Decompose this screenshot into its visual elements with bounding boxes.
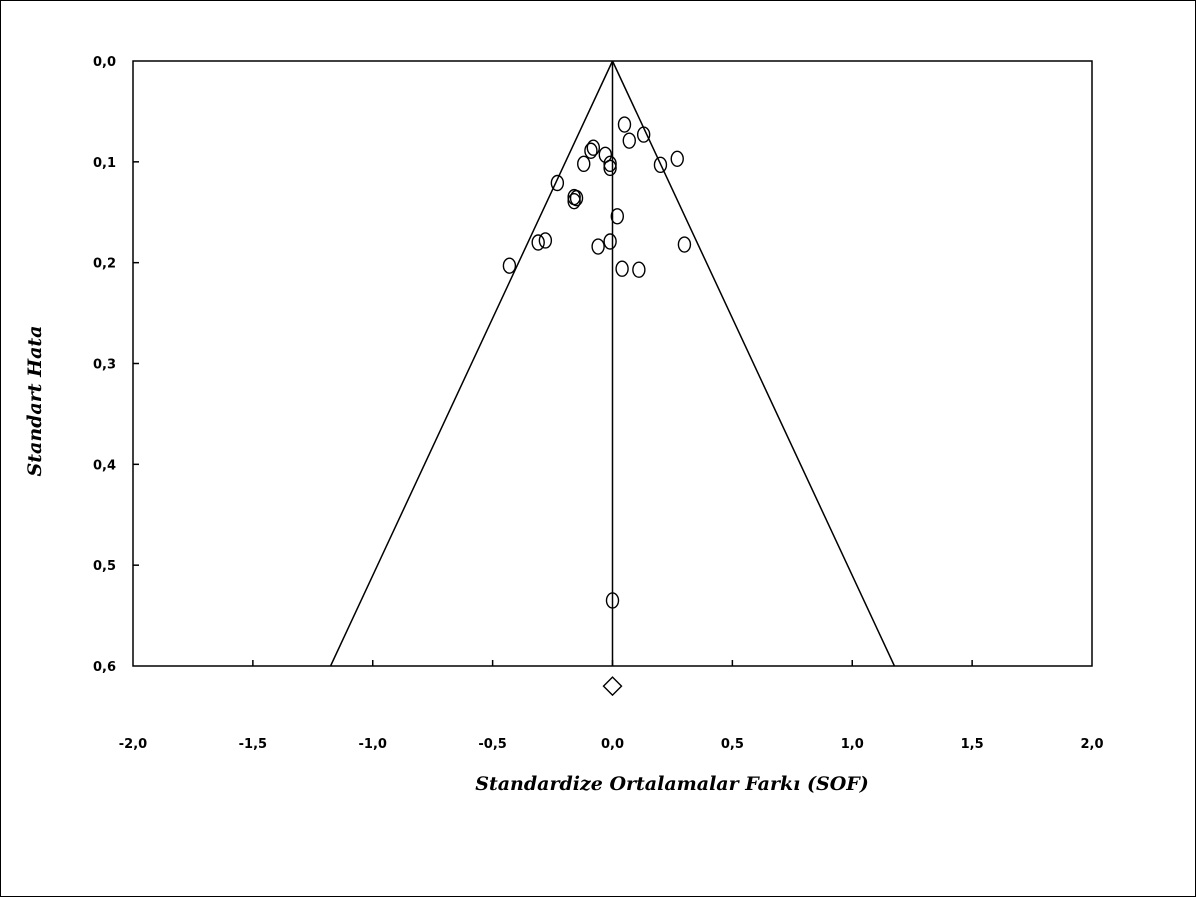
x-tick-label: -0,5 (478, 737, 506, 752)
study-point (617, 116, 632, 133)
study-point (502, 257, 517, 274)
study-point (670, 150, 684, 168)
x-tick-label: -1,5 (239, 737, 267, 752)
y-axis-title: Standart Hata (24, 326, 46, 477)
y-tick-label: 0,5 (93, 559, 116, 574)
x-tick-label: -1,0 (359, 737, 387, 752)
x-axis-title: Standardize Ortalamalar Farkı (SOF) (475, 773, 868, 795)
y-tick-label: 0,1 (93, 156, 116, 171)
funnel-left-line (329, 60, 614, 667)
study-point (603, 159, 617, 177)
x-tick-label: 0,5 (721, 737, 744, 752)
x-tick-label: -2,0 (119, 737, 147, 752)
study-point (653, 156, 668, 174)
summary-diamond (602, 676, 623, 697)
study-point (531, 234, 545, 251)
study-point (550, 174, 565, 192)
study-point (615, 260, 629, 277)
study-point (603, 155, 617, 173)
study-point (584, 142, 598, 159)
x-tick-label: 1,5 (961, 737, 984, 752)
x-tick-label: 1,0 (841, 737, 864, 752)
study-point (610, 208, 624, 225)
y-tick-label: 0,3 (93, 358, 116, 373)
study-point (586, 139, 601, 156)
ticks-layer: -2,0 -1,5 -1,0 -0,5 0,0 0,5 1,0 1,5 2,0 0,0 0,1 0,2… (93, 55, 1104, 752)
funnel-layer (329, 60, 896, 667)
y-tick-label: 0,2 (93, 257, 116, 272)
study-point (622, 132, 636, 149)
study-point (605, 592, 620, 609)
study-point (636, 126, 651, 143)
study-point (567, 192, 581, 210)
y-tick-label: 0,4 (93, 458, 116, 473)
study-point (577, 155, 591, 173)
study-point (632, 261, 646, 278)
study-point (591, 238, 605, 255)
study-point (569, 189, 584, 207)
x-tick-label: 0,0 (601, 737, 624, 752)
y-tick-label: 0,0 (93, 55, 116, 70)
points-layer (502, 116, 692, 697)
study-point (603, 233, 617, 250)
study-point (677, 236, 692, 253)
x-tick-label: 2,0 (1080, 737, 1103, 752)
y-tick-label: 0,6 (93, 660, 116, 675)
study-point (538, 232, 553, 249)
funnel-right-line (611, 60, 896, 667)
